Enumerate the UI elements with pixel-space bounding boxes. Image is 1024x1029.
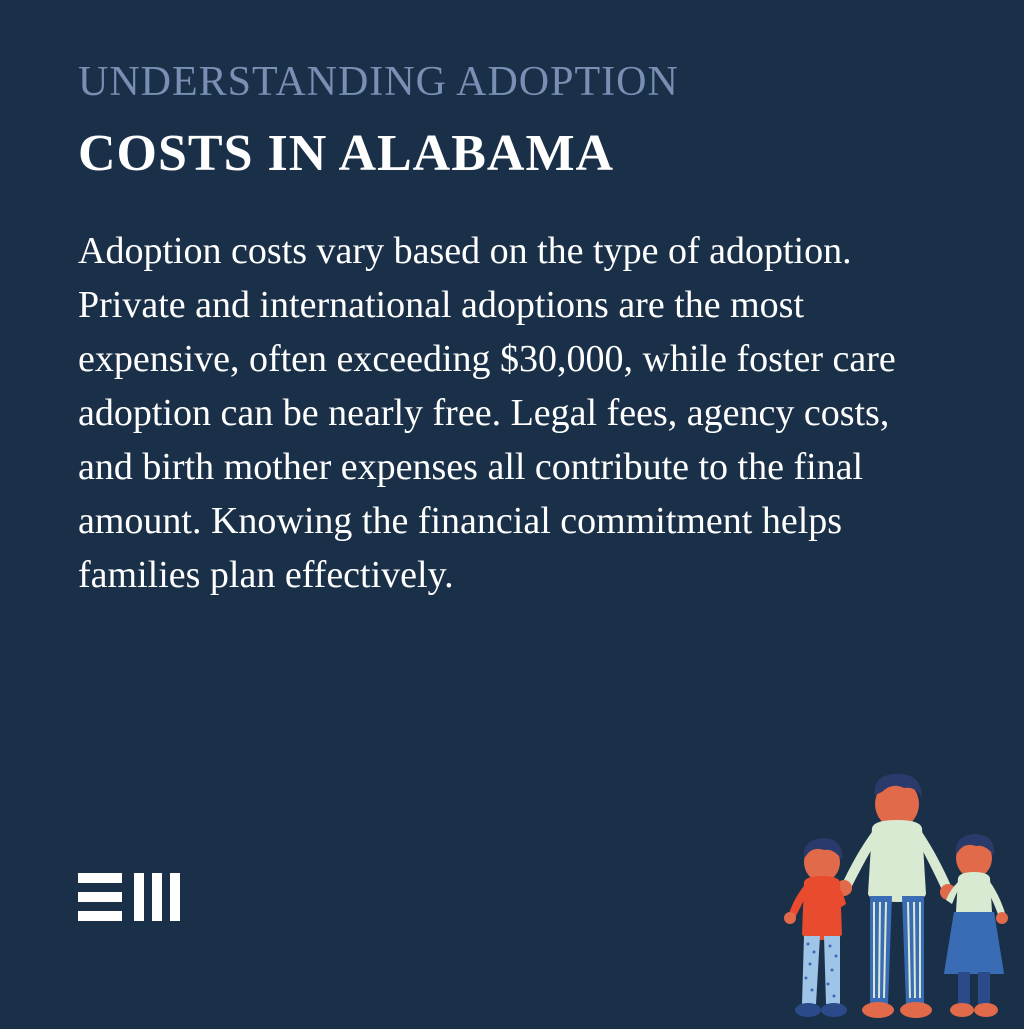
- family-illustration: [764, 764, 1024, 1024]
- content-container: UNDERSTANDING ADOPTION COSTS IN ALABAMA …: [0, 0, 1024, 603]
- family-icon: [764, 764, 1024, 1024]
- body-paragraph: Adoption costs vary based on the type of…: [78, 225, 946, 603]
- logo-icon: [78, 873, 188, 921]
- eyebrow-heading: UNDERSTANDING ADOPTION: [78, 58, 946, 106]
- main-title: COSTS IN ALABAMA: [78, 124, 946, 183]
- brand-logo: [78, 873, 188, 926]
